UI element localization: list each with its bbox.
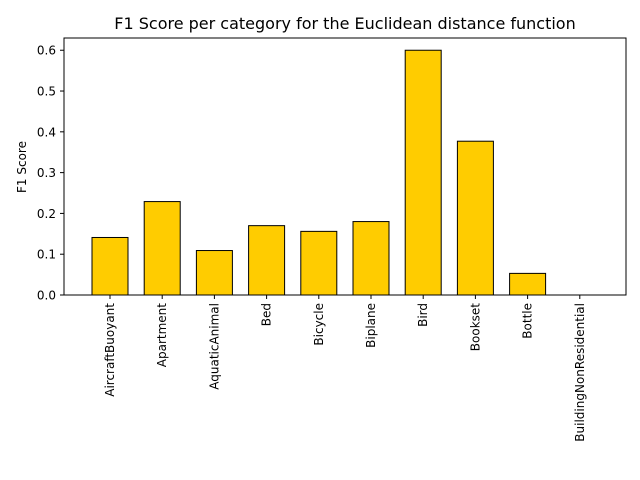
x-ticks-group: AircraftBuoyant Apartment AquaticAnimal Bed… [103, 295, 587, 442]
bar-AquaticAnimal [195, 250, 233, 296]
y-tick-label: 0.1 [37, 248, 56, 262]
y-tick-label: 0.0 [37, 289, 56, 303]
x-tick-label: BuildingNonResidential [573, 303, 587, 442]
bar-AircraftBuoyant [91, 236, 129, 296]
chart-title: F1 Score per category for the Euclidean … [114, 14, 575, 33]
bar-Apartment [143, 201, 181, 296]
x-tick-label: Bird [416, 303, 430, 327]
y-ticks-group: 0.0 0.1 0.2 0.3 0.4 0.5 0.6 [37, 44, 64, 303]
x-tick-label: Bookset [468, 303, 482, 352]
bar-Bicycle [300, 230, 338, 296]
bar-Biplane [352, 221, 390, 296]
plot-frame [63, 37, 627, 296]
bar-Bottle [509, 272, 547, 296]
bars-group [91, 49, 547, 296]
y-tick-label: 0.6 [37, 44, 56, 58]
y-tick-label: 0.4 [37, 125, 56, 139]
bar-Bookset [456, 140, 494, 296]
y-tick-label: 0.2 [37, 207, 56, 221]
x-tick-label: Bottle [521, 303, 535, 339]
y-tick-label: 0.5 [37, 85, 56, 99]
y-axis-label: F1 Score [15, 141, 29, 193]
x-tick-label: AircraftBuoyant [103, 303, 117, 397]
x-tick-label: Apartment [155, 303, 169, 367]
bar-Bed [248, 225, 286, 296]
x-tick-label: Bicycle [312, 303, 326, 346]
y-tick-label: 0.3 [37, 166, 56, 180]
x-tick-label: Bed [260, 303, 274, 326]
x-tick-label: AquaticAnimal [207, 303, 221, 390]
bar-Bird [404, 49, 442, 296]
x-tick-label: Biplane [364, 303, 378, 348]
